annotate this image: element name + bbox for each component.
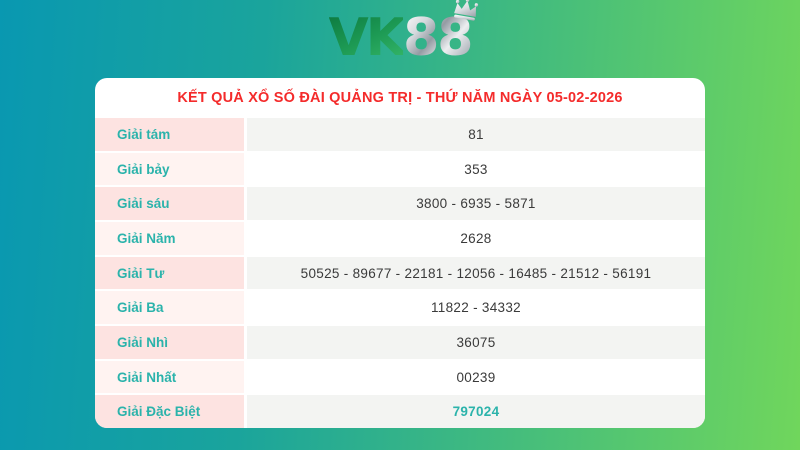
logo-text-vk: VK	[328, 8, 407, 68]
prize-label: Giải Nhì	[95, 326, 247, 359]
table-row-giai-ba: Giải Ba 11822 - 34332	[95, 291, 705, 327]
prize-label: Giải tám	[95, 118, 247, 151]
table-row-giai-bay: Giải bảy 353	[95, 152, 705, 188]
prize-value: 353	[247, 152, 705, 186]
prize-label: Giải Ba	[95, 291, 247, 325]
table-row-giai-nam: Giải Năm 2628	[95, 222, 705, 257]
prize-value: 00239	[247, 360, 705, 394]
prize-table: Giải tám 81 Giải bảy 353 Giải sáu 3800 -…	[95, 118, 705, 428]
prize-value: 3800 - 6935 - 5871	[247, 187, 705, 221]
prize-label: Giải sáu	[95, 187, 247, 221]
prize-label: Giải Đặc Biệt	[95, 395, 247, 428]
prize-value: 36075	[247, 326, 705, 359]
prize-value: 81	[247, 118, 705, 151]
crown-icon	[454, 0, 479, 21]
prize-value: 11822 - 34332	[247, 291, 705, 325]
result-title: KẾT QUẢ XỔ SỐ ĐÀI QUẢNG TRỊ - THỨ NĂM NG…	[177, 90, 623, 106]
table-row-giai-nhat: Giải Nhất 00239	[95, 360, 705, 396]
lottery-result-card: KẾT QUẢ XỔ SỐ ĐÀI QUẢNG TRỊ - THỨ NĂM NG…	[95, 78, 705, 428]
table-row-giai-sau: Giải sáu 3800 - 6935 - 5871	[95, 187, 705, 223]
prize-value: 2628	[247, 222, 705, 255]
vk88-logo[interactable]: VK88	[0, 0, 800, 68]
logo-text-88: 88	[403, 8, 473, 68]
prize-label: Giải Nhất	[95, 360, 247, 394]
table-row-giai-dac-biet: Giải Đặc Biệt 797024	[95, 395, 705, 428]
prize-value: 50525 - 89677 - 22181 - 12056 - 16485 - …	[247, 256, 705, 290]
table-row-giai-nhi: Giải Nhì 36075	[95, 326, 705, 361]
logo-88-wrap: 88	[403, 0, 479, 68]
table-row-giai-tu: Giải Tư 50525 - 89677 - 22181 - 12056 - …	[95, 256, 705, 292]
prize-label: Giải Năm	[95, 222, 247, 255]
prize-label: Giải bảy	[95, 152, 247, 186]
table-row-giai-tam: Giải tám 81	[95, 118, 705, 153]
prize-value-special: 797024	[247, 395, 705, 428]
prize-label: Giải Tư	[95, 256, 247, 290]
